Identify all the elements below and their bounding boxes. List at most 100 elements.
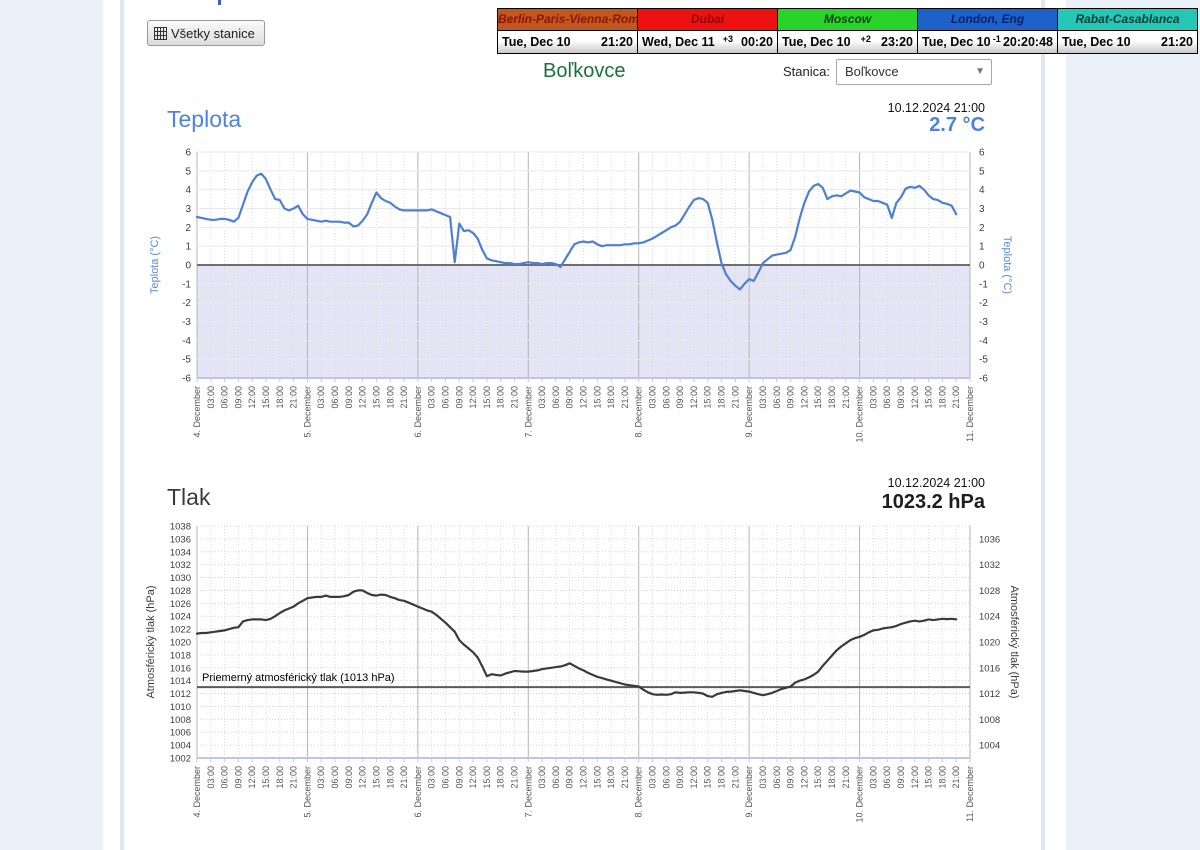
- clock-city-london[interactable]: London, Eng: [918, 9, 1057, 31]
- svg-text:1028: 1028: [170, 586, 191, 597]
- svg-text:10. December: 10. December: [855, 386, 865, 443]
- svg-text:21:00: 21:00: [399, 386, 409, 409]
- clock-date: Tue, Dec 10: [922, 35, 991, 49]
- svg-text:06:00: 06:00: [661, 766, 671, 789]
- svg-text:1: 1: [185, 242, 191, 253]
- svg-text:0: 0: [185, 261, 191, 272]
- svg-text:06:00: 06:00: [220, 386, 230, 409]
- svg-text:-1: -1: [182, 279, 191, 290]
- svg-text:03:00: 03:00: [648, 766, 658, 789]
- svg-text:1020: 1020: [979, 638, 1000, 649]
- clock-city-dubai[interactable]: Dubai: [638, 9, 777, 31]
- svg-text:03:00: 03:00: [316, 766, 326, 789]
- y-axis-title-left: Atmosférický tlak (hPa): [145, 585, 157, 698]
- svg-text:18:00: 18:00: [496, 766, 506, 789]
- svg-text:5. December: 5. December: [302, 766, 312, 818]
- clock-col-berlin: Berlin-Paris-Vienna-Roma Tue, Dec 10 21:…: [498, 9, 638, 53]
- svg-text:6: 6: [979, 148, 985, 159]
- svg-text:4: 4: [979, 185, 985, 196]
- clock-time: 20:20:48: [1002, 35, 1053, 49]
- svg-text:09:00: 09:00: [344, 386, 354, 409]
- svg-text:1004: 1004: [170, 741, 191, 752]
- svg-text:21:00: 21:00: [951, 766, 961, 789]
- svg-text:18:00: 18:00: [275, 766, 285, 789]
- utc-offset: -1: [992, 33, 1001, 44]
- svg-text:1004: 1004: [979, 741, 1000, 752]
- svg-text:1024: 1024: [170, 612, 191, 623]
- svg-text:-2: -2: [979, 298, 988, 309]
- all-stations-button[interactable]: Všetky stanice: [147, 20, 265, 46]
- tlak-plot: Priemerný atmosférický tlak (1013 hPa) 4.…: [145, 522, 1020, 823]
- y-axis-title-right: Atmosférický tlak (hPa): [1008, 585, 1020, 698]
- svg-text:1012: 1012: [979, 689, 1000, 700]
- svg-text:21:00: 21:00: [289, 386, 299, 409]
- temperature-chart-title: Teplota: [167, 106, 242, 132]
- svg-text:1036: 1036: [979, 534, 1000, 545]
- svg-text:03:00: 03:00: [758, 386, 768, 409]
- clock-time: 21:20: [601, 35, 633, 49]
- svg-text:1014: 1014: [170, 676, 191, 687]
- clock-date: Tue, Dec 10: [502, 35, 571, 49]
- svg-text:1: 1: [979, 242, 985, 253]
- svg-text:03:00: 03:00: [537, 386, 547, 409]
- svg-text:1016: 1016: [170, 663, 191, 674]
- svg-text:18:00: 18:00: [275, 386, 285, 409]
- svg-text:4. December: 4. December: [192, 766, 202, 818]
- svg-text:09:00: 09:00: [565, 386, 575, 409]
- svg-text:09:00: 09:00: [786, 386, 796, 409]
- y-axis-labels: 6 5 4 3 2 1 0 -1 -2 -3 -4 -5 -6 6 5 4 3 2 1 0 -1 -2 -3 -4 -5 -6: [182, 148, 988, 385]
- svg-text:09:00: 09:00: [896, 386, 906, 409]
- svg-text:-4: -4: [182, 336, 191, 347]
- svg-text:2: 2: [185, 223, 191, 234]
- chevron-down-icon: ▼: [975, 66, 985, 77]
- svg-text:15:00: 15:00: [592, 766, 602, 789]
- svg-text:12:00: 12:00: [468, 766, 478, 789]
- svg-text:18:00: 18:00: [937, 386, 947, 409]
- clock-col-london: London, Eng Tue, Dec 10 -1 20:20:48: [918, 9, 1058, 53]
- svg-text:15:00: 15:00: [924, 766, 934, 789]
- svg-text:12:00: 12:00: [579, 386, 589, 409]
- svg-text:21:00: 21:00: [620, 386, 630, 409]
- svg-text:11. December: 11. December: [965, 386, 975, 442]
- svg-text:6: 6: [185, 148, 191, 159]
- svg-text:09:00: 09:00: [786, 766, 796, 789]
- clock-city-berlin[interactable]: Berlin-Paris-Vienna-Roma: [498, 9, 637, 31]
- svg-text:12:00: 12:00: [910, 766, 920, 789]
- svg-text:-3: -3: [182, 317, 191, 328]
- svg-text:06:00: 06:00: [661, 386, 671, 409]
- clock-date: Tue, Dec 10: [1062, 35, 1131, 49]
- clock-city-moscow[interactable]: Moscow: [778, 9, 917, 31]
- svg-text:03:00: 03:00: [427, 766, 437, 789]
- temperature-current-value: 2.7 °C: [929, 114, 985, 136]
- svg-text:9. December: 9. December: [744, 386, 754, 438]
- clock-city-rabat[interactable]: Rabat-Casablanca: [1058, 9, 1197, 31]
- clock-col-rabat: Rabat-Casablanca Tue, Dec 10 21:20: [1058, 9, 1198, 53]
- svg-text:0: 0: [979, 261, 985, 272]
- gridlines: [196, 525, 971, 759]
- svg-text:15:00: 15:00: [482, 766, 492, 789]
- svg-text:12:00: 12:00: [799, 766, 809, 789]
- svg-text:15:00: 15:00: [261, 766, 271, 789]
- svg-text:1002: 1002: [170, 754, 191, 765]
- svg-text:1030: 1030: [170, 573, 191, 584]
- svg-text:18:00: 18:00: [606, 386, 616, 409]
- all-stations-label: Všetky stanice: [171, 25, 255, 41]
- station-select[interactable]: Boľkovce ▼: [836, 59, 992, 85]
- svg-text:5. December: 5. December: [302, 386, 312, 438]
- svg-text:3: 3: [979, 204, 985, 215]
- svg-text:06:00: 06:00: [220, 766, 230, 789]
- svg-text:18:00: 18:00: [827, 766, 837, 789]
- svg-text:-6: -6: [182, 374, 191, 385]
- svg-text:09:00: 09:00: [344, 766, 354, 789]
- svg-text:09:00: 09:00: [454, 766, 464, 789]
- utc-offset: +2: [860, 33, 871, 44]
- svg-text:6. December: 6. December: [413, 386, 423, 438]
- svg-text:15:00: 15:00: [371, 386, 381, 409]
- temperature-chart[interactable]: 4. December 03:00 06:00 09:00 12:00 15:00 18:0…: [125, 140, 1040, 470]
- svg-text:09:00: 09:00: [675, 386, 685, 409]
- svg-text:06:00: 06:00: [440, 386, 450, 409]
- svg-text:-5: -5: [979, 355, 988, 366]
- svg-text:06:00: 06:00: [551, 766, 561, 789]
- clock-time-dubai: Wed, Dec 11 +3 00:20: [638, 31, 777, 53]
- pressure-chart[interactable]: Priemerný atmosférický tlak (1013 hPa) 4.…: [125, 515, 1040, 850]
